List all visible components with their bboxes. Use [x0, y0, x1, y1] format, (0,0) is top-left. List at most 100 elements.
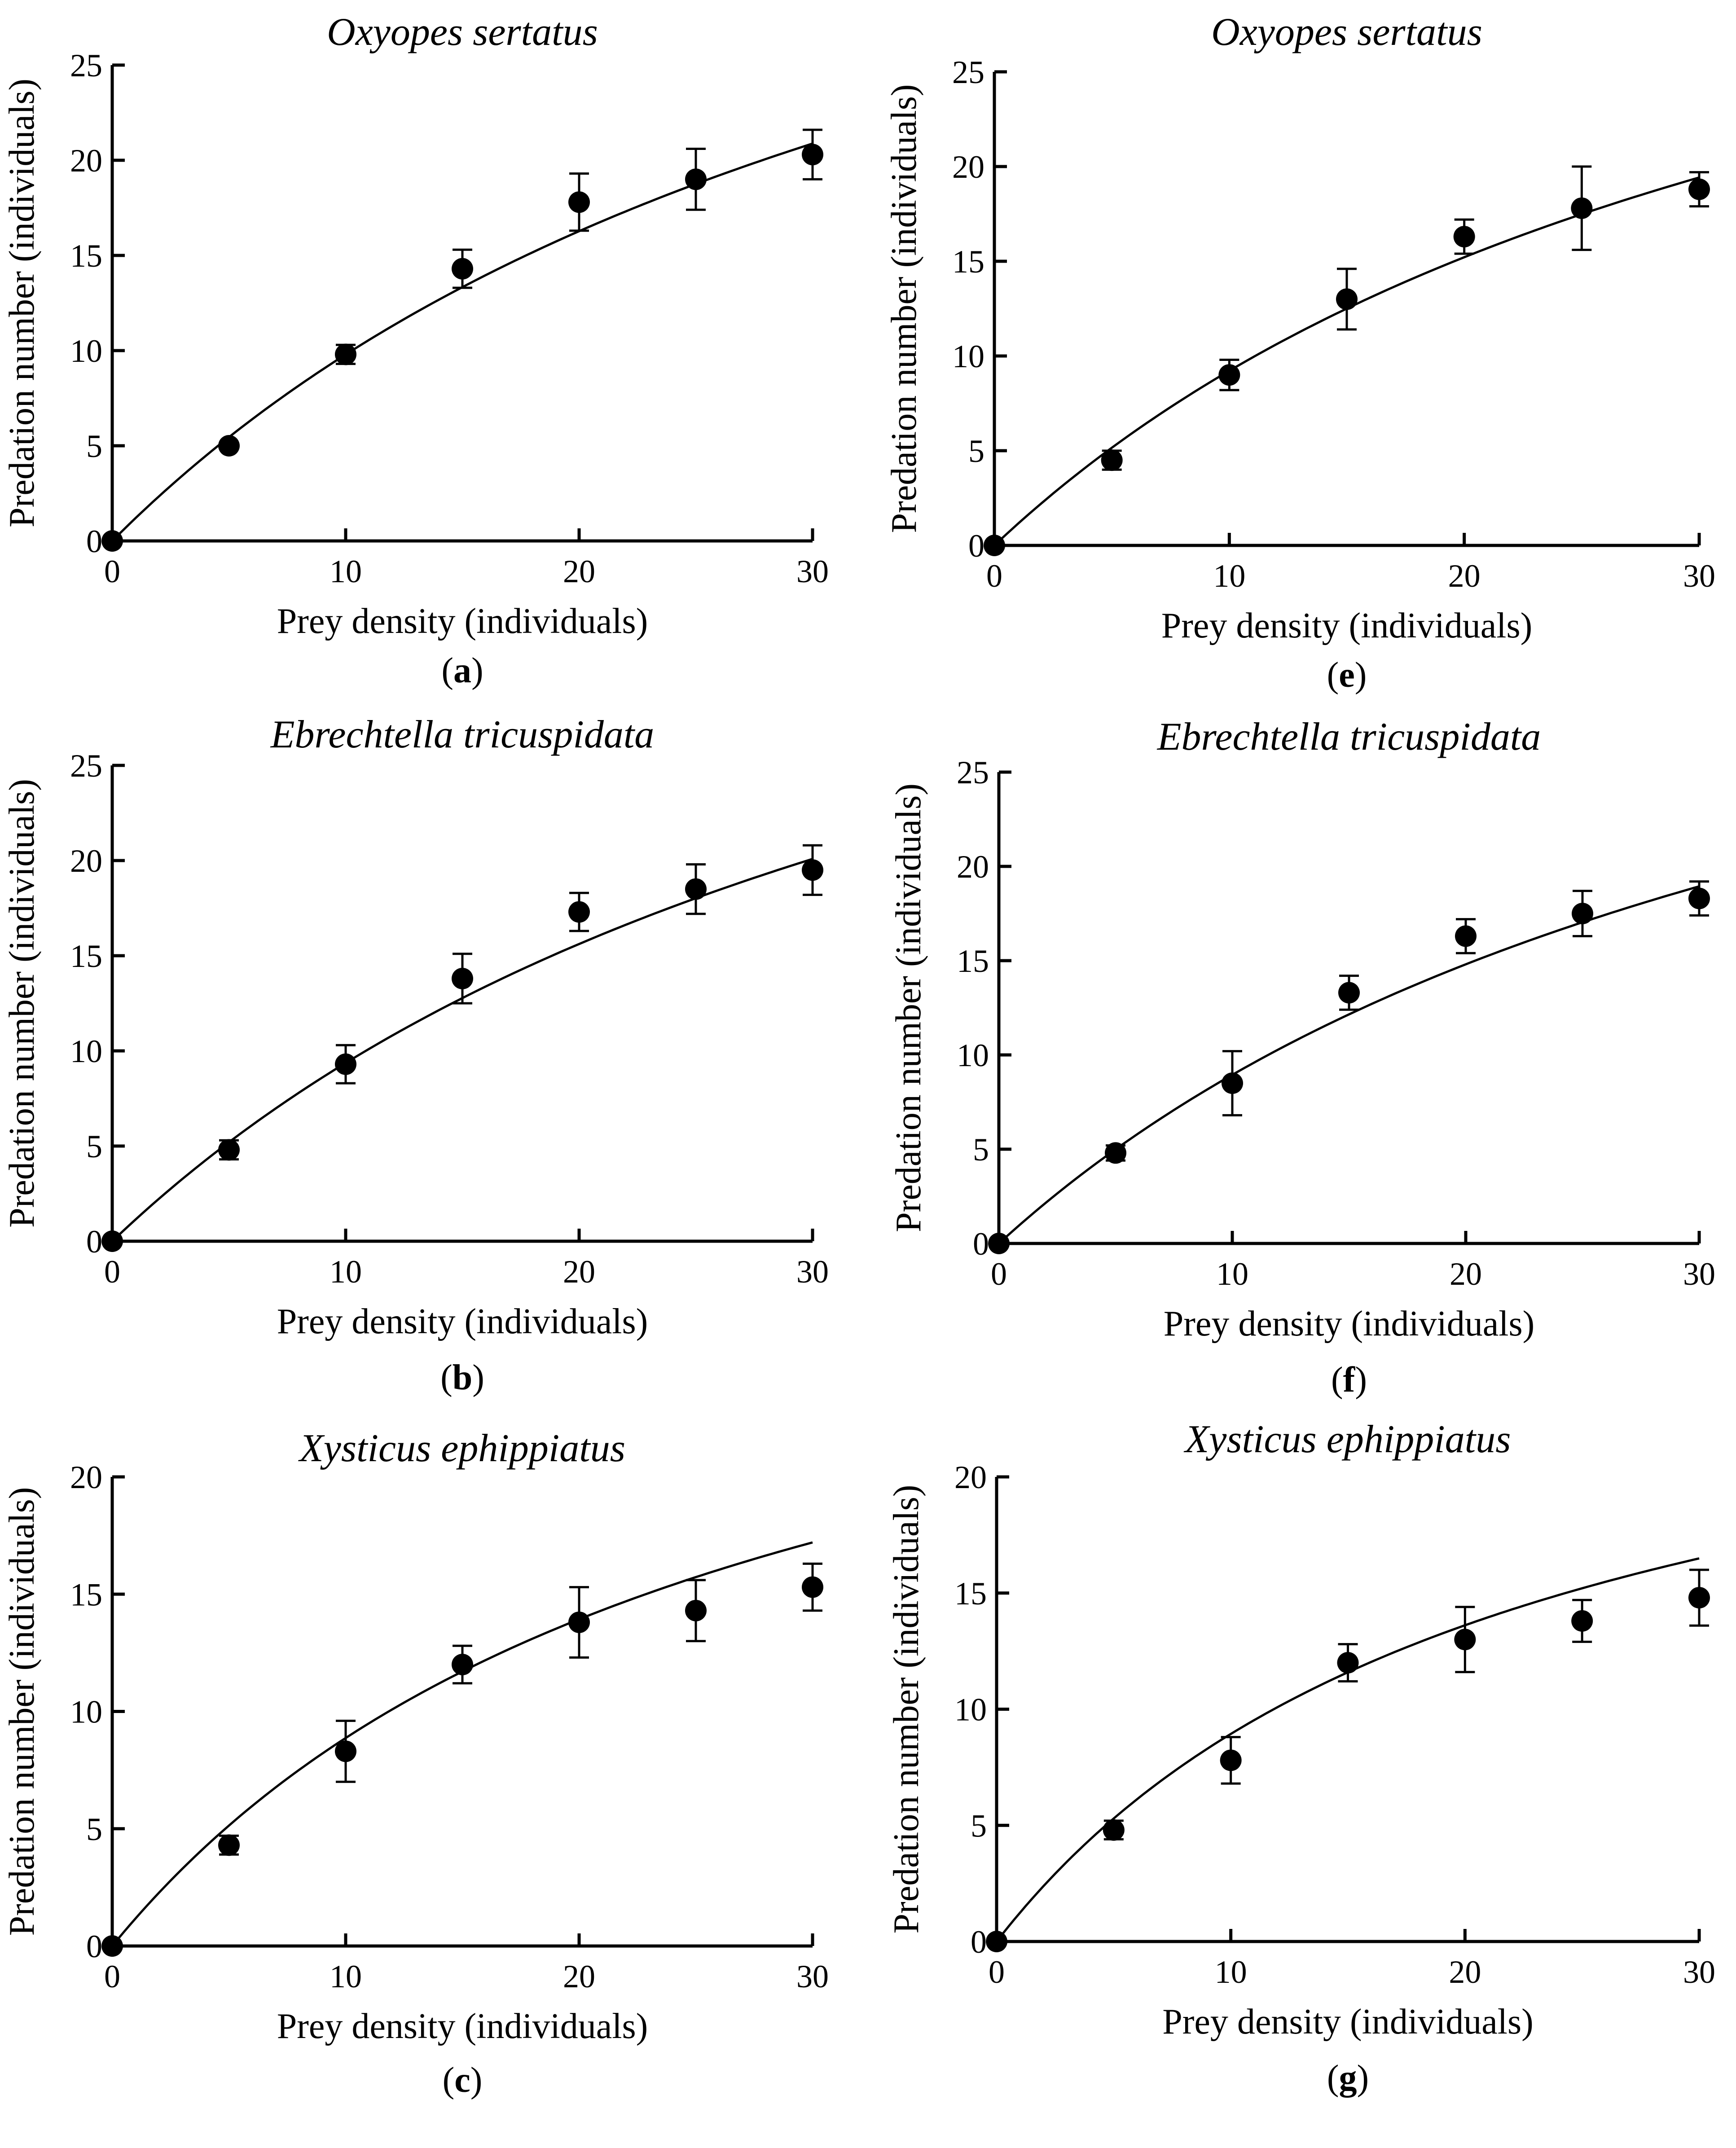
y-tick-label: 0	[86, 1224, 102, 1260]
y-tick-label: 10	[70, 1694, 102, 1730]
data-point	[568, 901, 590, 923]
data-point	[984, 535, 1005, 556]
panel-label-open: (	[1327, 655, 1339, 695]
y-tick-label: 0	[968, 528, 984, 564]
x-tick-label: 20	[1448, 558, 1481, 594]
x-tick-label: 0	[989, 1954, 1005, 1990]
data-point	[1572, 903, 1593, 924]
x-tick-label: 10	[1216, 1256, 1248, 1292]
fitted-curve	[111, 858, 813, 1242]
y-tick-label: 25	[957, 755, 989, 791]
y-tick-label: 25	[952, 54, 984, 90]
fitted-curve	[998, 885, 1700, 1244]
data-point	[1218, 364, 1240, 386]
fitted-curve	[111, 142, 813, 542]
data-point	[452, 967, 473, 989]
y-tick-label: 10	[954, 1692, 987, 1728]
data-point	[802, 859, 823, 881]
panel-label-open: (	[1327, 2058, 1339, 2098]
y-tick-label: 15	[70, 238, 102, 274]
data-point	[1105, 1142, 1126, 1164]
data-point	[101, 1230, 123, 1252]
panel-label-open: (	[441, 651, 453, 690]
y-tick-label: 5	[968, 433, 984, 469]
x-tick-label: 30	[796, 1254, 829, 1290]
panel-label-close: )	[471, 651, 483, 690]
panel-a: 0 10 20 30 0 5 10 15 20 25 Oxyopes sertatus Prey de…	[2, 10, 829, 690]
x-axis-label: Prey density (individuals)	[1161, 606, 1533, 646]
fitted-curve	[993, 176, 1700, 546]
data-point	[685, 1599, 707, 1621]
y-tick-label: 0	[971, 1924, 987, 1960]
panel-label: (c)	[443, 2060, 483, 2100]
y-tick-label: 5	[86, 1129, 102, 1164]
panel-title: Oxyopes sertatus	[327, 10, 598, 54]
x-tick-label: 20	[1449, 1954, 1481, 1990]
data-point	[1220, 1749, 1242, 1771]
y-tick-label: 15	[70, 1577, 102, 1612]
panel-label-close: )	[470, 2060, 483, 2100]
data-point	[1455, 925, 1477, 947]
x-axis-label: Prey density (individuals)	[1162, 2002, 1534, 2042]
data-point	[218, 435, 240, 457]
data-point	[101, 530, 123, 552]
panel-g: 0 10 20 30 0 5 10 15 20 Xysticus ephippiatus Prey …	[887, 1418, 1715, 2098]
x-tick-label: 0	[104, 553, 120, 589]
panel-title: Ebrechtella tricuspidata	[1156, 715, 1541, 759]
y-axis-label: Predation number (individuals)	[2, 79, 42, 527]
y-tick-label: 10	[952, 338, 984, 374]
fitted-curve	[111, 1541, 813, 1947]
data-point	[986, 1931, 1007, 1952]
y-tick-label: 5	[86, 1811, 102, 1847]
x-tick-label: 10	[1215, 1954, 1247, 1990]
x-tick-label: 0	[986, 558, 1002, 594]
panel-letter: c	[454, 2060, 470, 2100]
data-point	[1103, 1819, 1125, 1841]
data-point	[1222, 1072, 1243, 1094]
data-point	[568, 191, 590, 213]
y-tick-label: 5	[973, 1132, 989, 1168]
x-tick-label: 10	[1213, 558, 1245, 594]
y-tick-label: 0	[86, 1928, 102, 1964]
x-axis-label: Prey density (individuals)	[277, 1302, 648, 1341]
panel-label: (g)	[1327, 2058, 1369, 2098]
panel-label-close: )	[472, 1358, 484, 1397]
data-point	[1338, 982, 1360, 1004]
y-axis-label: Predation number (individuals)	[889, 783, 928, 1232]
data-point	[101, 1935, 123, 1957]
y-tick-label: 20	[952, 149, 984, 185]
data-point	[335, 1053, 356, 1075]
y-tick-label: 25	[70, 748, 102, 784]
panel-letter: f	[1343, 1360, 1356, 1400]
data-point	[685, 878, 707, 900]
x-tick-label: 20	[563, 1254, 595, 1290]
panel-letter: g	[1339, 2058, 1357, 2098]
x-tick-label: 30	[796, 1959, 829, 1994]
y-tick-label: 0	[973, 1226, 989, 1262]
panel-label: (a)	[441, 651, 483, 690]
panel-label: (f)	[1331, 1360, 1367, 1400]
y-tick-label: 15	[70, 938, 102, 974]
y-tick-label: 15	[957, 943, 989, 979]
y-tick-label: 20	[957, 849, 989, 885]
panel-letter: a	[453, 651, 471, 690]
y-tick-label: 5	[86, 428, 102, 464]
panel-letter: e	[1339, 655, 1355, 695]
data-point	[802, 144, 823, 166]
data-point	[218, 1139, 240, 1161]
panel-c: 0 10 20 30 0 5 10 15 20 Xysticus ephippiatus Prey …	[2, 1427, 829, 2100]
panel-label: (e)	[1327, 655, 1367, 695]
fitted-curve	[996, 1557, 1700, 1942]
y-tick-label: 0	[86, 523, 102, 559]
x-tick-label: 30	[1683, 1954, 1715, 1990]
panel-label-close: )	[1355, 655, 1367, 695]
data-point	[1453, 226, 1475, 248]
y-tick-label: 20	[70, 143, 102, 179]
x-tick-label: 10	[330, 553, 362, 589]
y-axis-label: Predation number (individuals)	[887, 1485, 926, 1934]
panel-label-close: )	[1355, 1360, 1367, 1400]
data-point	[1336, 288, 1358, 310]
panel-label-open: (	[440, 1358, 453, 1397]
panel-e: 0 10 20 30 0 5 10 15 20 25 Oxyopes sertatus Prey de…	[884, 10, 1715, 695]
y-tick-label: 5	[971, 1808, 987, 1844]
